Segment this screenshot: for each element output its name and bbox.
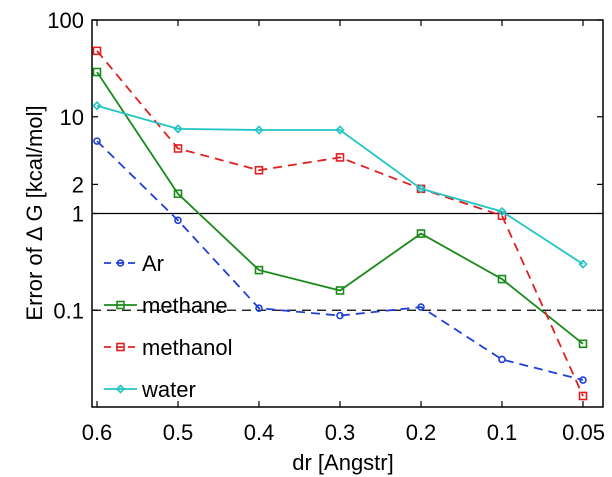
series-water <box>92 101 588 269</box>
series-line-methane <box>96 71 584 345</box>
data-point-Ar <box>255 304 263 312</box>
legend-marker-Ar <box>116 259 125 267</box>
data-point-methane <box>497 274 507 284</box>
series-layer <box>92 46 588 401</box>
x-axis-label: dr [Angstr] <box>292 450 393 475</box>
data-point-methane <box>578 339 588 349</box>
legend-marker-methane <box>116 300 125 310</box>
legend-marker-methanol <box>116 342 125 352</box>
x-tick-label: 0.2 <box>406 420 437 445</box>
x-tick-label: 0.1 <box>487 420 518 445</box>
y-axis-ticks: 0.1 1 2 10 100 <box>47 8 603 323</box>
series-methane <box>92 67 588 349</box>
data-point-methane <box>92 67 102 77</box>
data-point-water <box>335 125 345 135</box>
data-point-methane <box>335 286 345 295</box>
data-point-methanol <box>578 391 588 401</box>
y-tick-label: 0.1 <box>53 298 84 323</box>
data-point-methanol <box>173 144 183 153</box>
x-tick-label: 0.4 <box>244 420 275 445</box>
legend-label-methanol: methanol <box>142 335 233 360</box>
series-Ar <box>93 137 587 384</box>
data-point-water <box>578 259 588 269</box>
data-point-Ar <box>336 311 344 320</box>
data-point-Ar <box>93 137 101 145</box>
legend-label-methane: methane <box>142 293 228 318</box>
x-tick-label: 0.05 <box>562 420 605 445</box>
legend-label-water: water <box>141 377 196 402</box>
data-point-water <box>416 184 426 194</box>
data-point-methane <box>173 189 183 199</box>
x-tick-label: 0.6 <box>82 420 113 445</box>
y-tick-label: 10 <box>60 105 84 130</box>
series-line-methanol <box>96 50 584 397</box>
data-point-Ar <box>579 376 587 384</box>
data-point-methane <box>254 265 264 275</box>
x-tick-label: 0.3 <box>325 420 356 445</box>
data-point-Ar <box>498 355 506 364</box>
x-axis-ticks: 0.6 0.5 0.4 0.3 0.2 0.1 0.05 <box>82 20 605 445</box>
y-axis-label: Error of Δ G [kcal/mol] <box>22 105 47 320</box>
data-point-methanol <box>254 165 264 175</box>
legend-label-Ar: Ar <box>142 251 164 276</box>
data-point-Ar <box>417 303 425 311</box>
legend: Ar methane methanol water <box>104 251 233 402</box>
series-line-Ar <box>96 140 584 381</box>
data-point-water <box>497 206 507 217</box>
reference-lines <box>92 212 603 311</box>
y-tick-label: 2 <box>72 172 84 197</box>
y-tick-label: 100 <box>47 8 84 33</box>
data-point-water <box>92 101 102 111</box>
data-point-water <box>254 125 264 135</box>
x-tick-label: 0.5 <box>163 420 194 445</box>
legend-marker-water <box>115 384 126 394</box>
data-point-methanol <box>335 153 345 162</box>
data-point-methanol <box>92 46 102 56</box>
data-point-water <box>173 124 183 134</box>
series-line-water <box>96 104 584 265</box>
y-tick-label: 1 <box>72 202 84 227</box>
data-point-Ar <box>174 216 182 225</box>
data-point-methane <box>416 229 426 238</box>
